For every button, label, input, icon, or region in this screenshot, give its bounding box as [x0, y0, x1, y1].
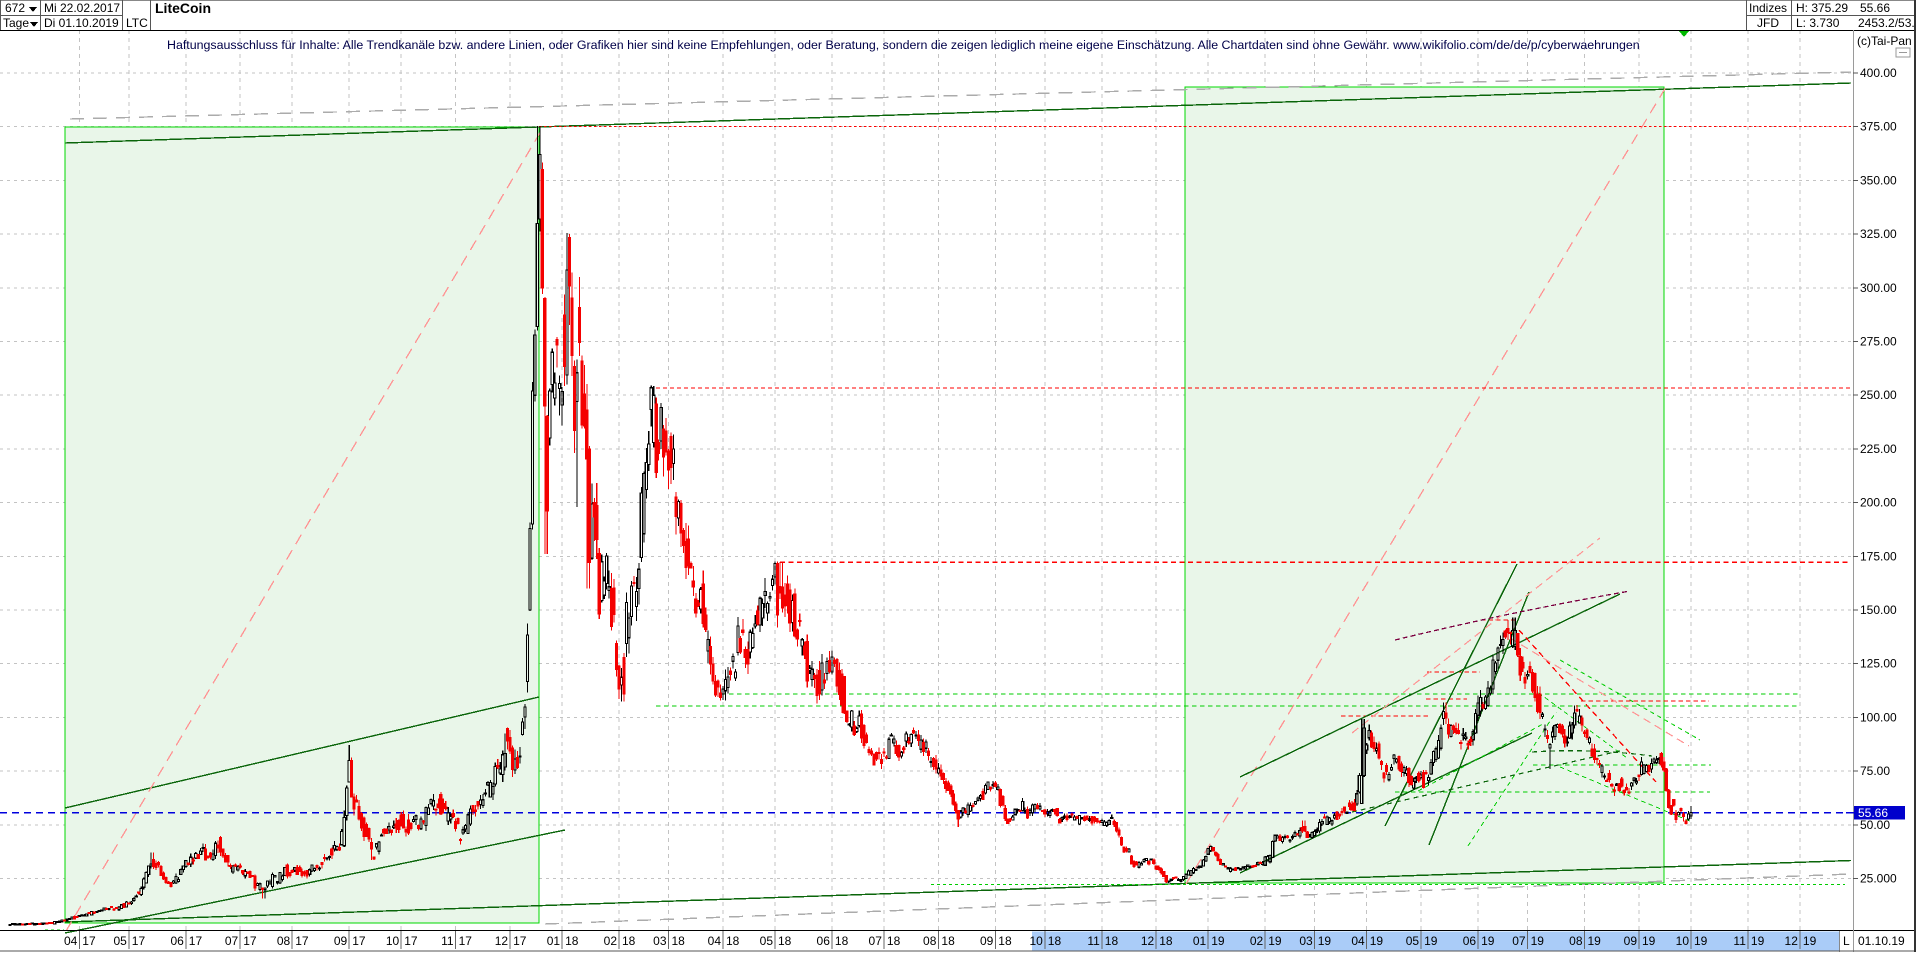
svg-text:03: 03	[653, 934, 667, 948]
svg-text:L: 3.730: L: 3.730	[1796, 16, 1840, 30]
svg-text:05: 05	[1406, 934, 1420, 948]
svg-text:17: 17	[132, 934, 146, 948]
svg-text:11: 11	[1733, 934, 1746, 948]
svg-text:19: 19	[1642, 934, 1656, 948]
svg-text:18: 18	[835, 934, 849, 948]
svg-text:L: L	[1843, 934, 1850, 948]
svg-text:18: 18	[998, 934, 1012, 948]
svg-text:55.66: 55.66	[1858, 806, 1888, 820]
svg-text:12: 12	[495, 934, 509, 948]
svg-text:375.00: 375.00	[1860, 120, 1897, 134]
svg-text:125.00: 125.00	[1860, 657, 1897, 671]
svg-text:(c)Tai-Pan: (c)Tai-Pan	[1857, 34, 1912, 48]
svg-text:400.00: 400.00	[1860, 66, 1897, 80]
svg-text:225.00: 225.00	[1860, 442, 1897, 456]
svg-text:275.00: 275.00	[1860, 335, 1897, 349]
svg-text:JFD: JFD	[1757, 16, 1779, 30]
svg-text:07: 07	[225, 934, 239, 948]
svg-text:18: 18	[1105, 934, 1119, 948]
svg-text:2453.2/53.: 2453.2/53.	[1858, 16, 1915, 30]
svg-text:17: 17	[82, 934, 96, 948]
svg-text:19: 19	[1211, 934, 1225, 948]
svg-text:Mi 22.02.2017: Mi 22.02.2017	[44, 1, 120, 15]
svg-text:19: 19	[1694, 934, 1708, 948]
svg-text:18: 18	[1048, 934, 1062, 948]
svg-text:12: 12	[1141, 934, 1155, 948]
svg-text:LTC: LTC	[126, 16, 148, 30]
svg-text:17: 17	[459, 934, 473, 948]
svg-text:Di 01.10.2019: Di 01.10.2019	[44, 16, 119, 30]
svg-text:Haftungsausschluss für Inhalte: Haftungsausschluss für Inhalte: Alle Tre…	[167, 38, 1640, 52]
svg-text:01: 01	[547, 934, 561, 948]
svg-text:05: 05	[113, 934, 127, 948]
svg-text:19: 19	[1588, 934, 1602, 948]
svg-text:18: 18	[672, 934, 686, 948]
svg-text:18: 18	[941, 934, 955, 948]
svg-text:19: 19	[1424, 934, 1438, 948]
svg-text:200.00: 200.00	[1860, 496, 1897, 510]
svg-text:02: 02	[604, 934, 618, 948]
svg-text:17: 17	[295, 934, 309, 948]
svg-text:19: 19	[1531, 934, 1545, 948]
svg-text:150.00: 150.00	[1860, 603, 1897, 617]
svg-text:19: 19	[1268, 934, 1282, 948]
svg-text:01: 01	[1193, 934, 1207, 948]
svg-text:19: 19	[1803, 934, 1817, 948]
svg-text:300.00: 300.00	[1860, 281, 1897, 295]
svg-text:19: 19	[1481, 934, 1495, 948]
svg-text:08: 08	[277, 934, 291, 948]
svg-text:07: 07	[1512, 934, 1526, 948]
svg-text:10: 10	[1676, 934, 1690, 948]
svg-text:06: 06	[170, 934, 184, 948]
svg-text:19: 19	[1318, 934, 1332, 948]
svg-text:350.00: 350.00	[1860, 173, 1897, 187]
svg-text:09: 09	[980, 934, 994, 948]
svg-text:75.00: 75.00	[1860, 764, 1890, 778]
svg-text:17: 17	[404, 934, 418, 948]
svg-text:50.00: 50.00	[1860, 818, 1890, 832]
svg-text:11: 11	[441, 934, 454, 948]
svg-text:11: 11	[1087, 934, 1100, 948]
svg-text:04: 04	[64, 934, 78, 948]
svg-text:09: 09	[1624, 934, 1638, 948]
svg-text:Indizes: Indizes	[1749, 1, 1787, 15]
svg-text:01.10.19: 01.10.19	[1858, 934, 1905, 948]
svg-text:18: 18	[1159, 934, 1173, 948]
svg-text:08: 08	[1569, 934, 1583, 948]
svg-text:17: 17	[189, 934, 203, 948]
svg-text:25.000: 25.000	[1860, 872, 1897, 886]
svg-text:12: 12	[1785, 934, 1799, 948]
svg-text:19: 19	[1370, 934, 1384, 948]
svg-text:175.00: 175.00	[1860, 549, 1897, 563]
svg-text:03: 03	[1299, 934, 1313, 948]
svg-text:10: 10	[1029, 934, 1043, 948]
svg-text:09: 09	[334, 934, 348, 948]
svg-text:04: 04	[1351, 934, 1365, 948]
svg-text:18: 18	[622, 934, 636, 948]
svg-text:08: 08	[923, 934, 937, 948]
svg-text:18: 18	[726, 934, 740, 948]
svg-text:19: 19	[1751, 934, 1765, 948]
svg-text:LiteCoin: LiteCoin	[155, 0, 211, 16]
svg-text:18: 18	[565, 934, 579, 948]
svg-text:05: 05	[760, 934, 774, 948]
svg-text:07: 07	[869, 934, 883, 948]
svg-text:18: 18	[778, 934, 792, 948]
svg-text:17: 17	[243, 934, 257, 948]
svg-text:100.00: 100.00	[1860, 710, 1897, 724]
svg-text:04: 04	[708, 934, 722, 948]
svg-text:06: 06	[817, 934, 831, 948]
svg-text:18: 18	[887, 934, 901, 948]
svg-text:02: 02	[1250, 934, 1264, 948]
svg-text:Tage: Tage	[3, 16, 29, 30]
svg-text:250.00: 250.00	[1860, 388, 1897, 402]
svg-text:10: 10	[386, 934, 400, 948]
svg-text:55.66: 55.66	[1860, 1, 1890, 15]
svg-text:672: 672	[5, 1, 25, 15]
svg-text:06: 06	[1463, 934, 1477, 948]
svg-text:17: 17	[352, 934, 366, 948]
svg-text:H: 375.29: H: 375.29	[1796, 1, 1848, 15]
svg-text:17: 17	[513, 934, 527, 948]
svg-text:325.00: 325.00	[1860, 227, 1897, 241]
